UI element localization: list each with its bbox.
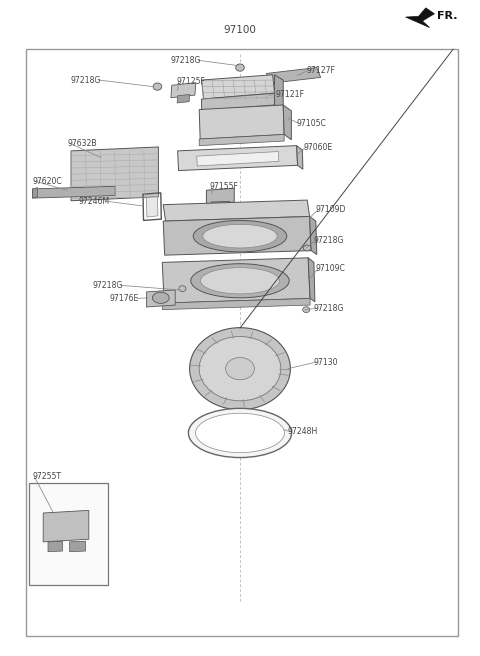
Polygon shape (33, 188, 37, 198)
Text: 97218G: 97218G (314, 304, 344, 313)
Ellipse shape (153, 83, 162, 90)
Text: 97255T: 97255T (33, 472, 62, 482)
Polygon shape (43, 510, 89, 542)
Text: 97125F: 97125F (177, 77, 205, 86)
Polygon shape (206, 188, 234, 204)
Ellipse shape (203, 224, 277, 248)
Ellipse shape (196, 413, 284, 453)
Polygon shape (197, 152, 279, 166)
Polygon shape (163, 200, 310, 221)
Bar (29, 483, 108, 585)
Text: 97218G: 97218G (170, 56, 201, 65)
Polygon shape (310, 216, 317, 255)
Polygon shape (406, 8, 434, 28)
Polygon shape (171, 83, 196, 98)
Text: 97100: 97100 (224, 24, 256, 35)
Text: 97620C: 97620C (33, 176, 62, 186)
Polygon shape (70, 541, 85, 552)
Text: 97109D: 97109D (316, 205, 347, 215)
Text: 97218G: 97218G (71, 75, 101, 85)
Polygon shape (283, 105, 291, 140)
Ellipse shape (153, 292, 169, 303)
Text: 97121F: 97121F (276, 90, 304, 99)
Text: 97060E: 97060E (303, 143, 333, 152)
Text: 97218G: 97218G (93, 281, 123, 290)
Ellipse shape (236, 64, 244, 71)
Polygon shape (163, 216, 311, 255)
Polygon shape (146, 290, 175, 307)
Polygon shape (275, 75, 283, 110)
Ellipse shape (201, 268, 279, 294)
Text: 97246M: 97246M (78, 197, 109, 206)
Text: 97632B: 97632B (67, 138, 97, 148)
Polygon shape (199, 134, 284, 146)
Ellipse shape (191, 264, 289, 298)
Text: 97218G: 97218G (314, 236, 344, 245)
Text: 97127F: 97127F (306, 66, 335, 75)
Ellipse shape (303, 245, 311, 251)
Ellipse shape (302, 307, 310, 313)
Text: 97109C: 97109C (316, 264, 346, 274)
Ellipse shape (199, 337, 281, 401)
Polygon shape (178, 146, 298, 171)
Ellipse shape (226, 358, 254, 380)
Polygon shape (211, 201, 229, 211)
Polygon shape (202, 93, 275, 111)
Text: 97248H: 97248H (288, 427, 318, 436)
Ellipse shape (188, 408, 292, 458)
Polygon shape (177, 94, 190, 103)
Polygon shape (199, 105, 284, 139)
Text: 97176E: 97176E (110, 294, 139, 303)
Text: 97105C: 97105C (297, 119, 326, 128)
Text: 97130: 97130 (314, 358, 338, 367)
Polygon shape (48, 541, 62, 552)
Polygon shape (297, 146, 303, 169)
Ellipse shape (190, 328, 290, 409)
Text: FR.: FR. (437, 11, 457, 22)
Bar (26, 49, 458, 636)
Ellipse shape (179, 286, 186, 291)
Text: 97155F: 97155F (210, 182, 239, 191)
Polygon shape (202, 75, 275, 99)
Polygon shape (162, 298, 310, 310)
Ellipse shape (193, 220, 287, 252)
Polygon shape (266, 68, 321, 83)
Polygon shape (162, 258, 310, 303)
Polygon shape (71, 147, 158, 201)
Polygon shape (308, 258, 315, 302)
Polygon shape (146, 197, 158, 217)
Polygon shape (33, 186, 115, 198)
